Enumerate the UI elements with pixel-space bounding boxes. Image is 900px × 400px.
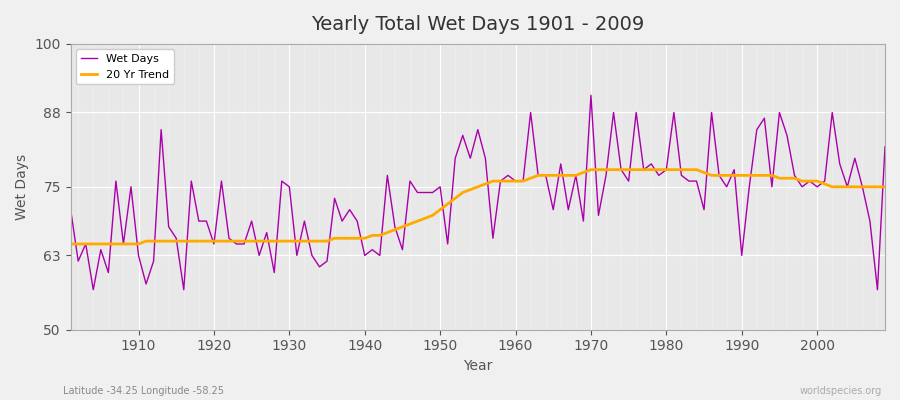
Wet Days [510, 179, 521, 184]
Y-axis label: Wet Days: Wet Days [15, 154, 29, 220]
20 Yr Trend [292, 239, 302, 244]
X-axis label: Year: Year [464, 359, 492, 373]
20 Yr Trend [586, 167, 597, 172]
20 Yr Trend [510, 179, 521, 184]
20 Yr Trend [502, 179, 513, 184]
20 Yr Trend [126, 242, 137, 246]
Title: Yearly Total Wet Days 1901 - 2009: Yearly Total Wet Days 1901 - 2009 [311, 15, 644, 34]
Wet Days [586, 93, 597, 98]
Wet Days [88, 287, 99, 292]
Text: Latitude -34.25 Longitude -58.25: Latitude -34.25 Longitude -58.25 [63, 386, 224, 396]
20 Yr Trend [879, 184, 890, 189]
Wet Days [133, 253, 144, 258]
Wet Days [616, 167, 626, 172]
Wet Days [879, 144, 890, 149]
Text: worldspecies.org: worldspecies.org [800, 386, 882, 396]
Wet Days [518, 179, 528, 184]
Wet Days [66, 207, 77, 212]
Wet Days [344, 207, 355, 212]
Line: Wet Days: Wet Days [71, 95, 885, 290]
20 Yr Trend [608, 167, 619, 172]
Line: 20 Yr Trend: 20 Yr Trend [71, 170, 885, 244]
Wet Days [299, 219, 310, 224]
20 Yr Trend [337, 236, 347, 241]
Legend: Wet Days, 20 Yr Trend: Wet Days, 20 Yr Trend [76, 50, 174, 84]
20 Yr Trend [66, 242, 77, 246]
